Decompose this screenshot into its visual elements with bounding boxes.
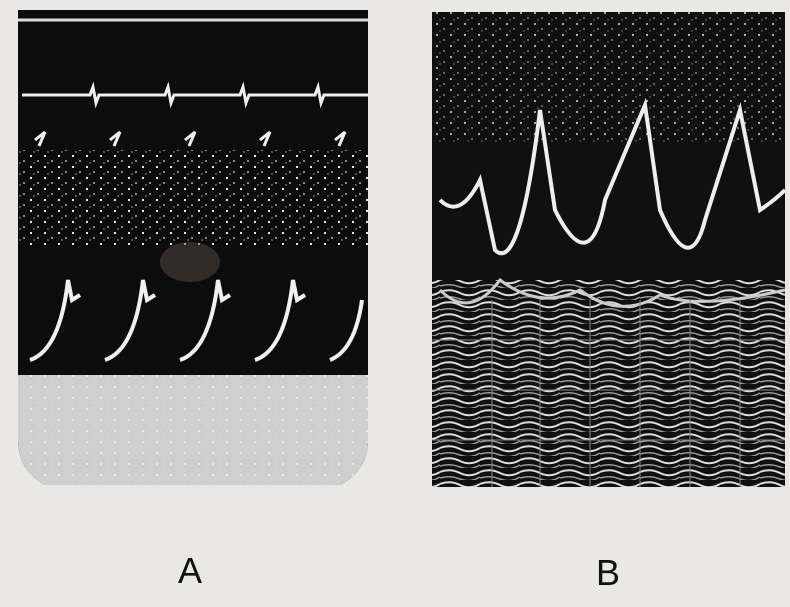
panel-label: A <box>178 550 202 591</box>
panel-b-image <box>432 12 785 487</box>
page: A B (() => { const data = JSON.parse(doc… <box>0 0 790 607</box>
panel-a-image <box>18 10 368 485</box>
figure: A B <box>0 0 790 607</box>
panel-label: B <box>596 552 620 593</box>
